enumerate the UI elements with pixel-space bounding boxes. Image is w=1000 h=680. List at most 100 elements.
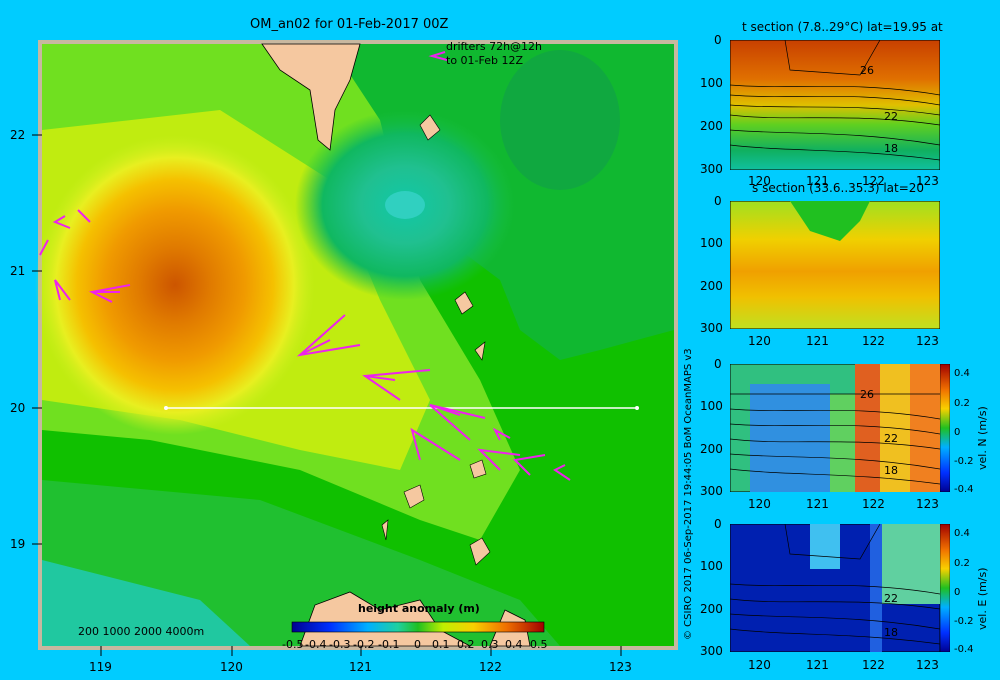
ve-x-121: 121 [806, 658, 829, 672]
cb-tick-2: -0.3 [329, 638, 351, 651]
cb-tick-5: 0 [414, 638, 421, 651]
ve-cb-0.2: 0.2 [954, 558, 970, 569]
s-x-122: 122 [862, 334, 885, 348]
vn-y-300: 300 [700, 484, 723, 498]
cb-tick-4: -0.1 [378, 638, 400, 651]
s-section-plot [730, 201, 940, 329]
map-y-tick-22: 22 [10, 128, 26, 142]
island-3 [474, 341, 486, 361]
cb-tick-10: 0.5 [530, 638, 548, 651]
vn-colorbar [940, 364, 950, 492]
cb-tick-6: 0.1 [432, 638, 450, 651]
vn-x-120: 120 [748, 497, 771, 511]
ve-section-plot [730, 524, 940, 652]
ve-contour-18: 18 [884, 626, 898, 639]
t-x-123: 123 [916, 174, 939, 188]
ve-y-300: 300 [700, 644, 723, 658]
teal-corner [42, 560, 250, 646]
vn-colorbar-label: vel. N (m/s) [976, 406, 989, 470]
island-7 [469, 537, 491, 566]
ve-cb-m0.4: -0.4 [954, 644, 974, 655]
map-x-tick-120: 120 [220, 660, 243, 674]
island-1 [419, 114, 441, 141]
map-x-tick-123: 123 [609, 660, 632, 674]
s-x-123: 123 [916, 334, 939, 348]
vn-section-plot [730, 364, 940, 492]
map-title: OM_an02 for 01-Feb-2017 00Z [250, 17, 449, 32]
map-x-tick-119: 119 [89, 660, 112, 674]
cb-tick-0: -0.5 [282, 638, 304, 651]
s-x-121: 121 [806, 334, 829, 348]
cb-tick-9: 0.4 [505, 638, 523, 651]
ve-x-122: 122 [862, 658, 885, 672]
drifter-note-2: to 01-Feb 12Z [446, 54, 524, 67]
ve-cb-m0.2: -0.2 [954, 616, 974, 627]
vn-y-200: 200 [700, 442, 723, 456]
map-plot [32, 40, 678, 656]
map-y-tick-20: 20 [10, 401, 26, 415]
map-y-tick-21: 21 [10, 264, 26, 278]
t-x-122: 122 [862, 174, 885, 188]
vn-x-122: 122 [862, 497, 885, 511]
vn-contour-26: 26 [860, 388, 874, 401]
s-x-120: 120 [748, 334, 771, 348]
t-x-121: 121 [806, 174, 829, 188]
t-contour-18: 18 [884, 142, 898, 155]
low-core [385, 191, 425, 219]
vn-cb-0.4: 0.4 [954, 368, 970, 379]
depth-legend: 200 1000 2000 4000m [78, 625, 205, 638]
section-end-marker [635, 406, 639, 410]
map-colorbar [291, 621, 545, 633]
green-low-2 [500, 50, 620, 190]
vn-y-100: 100 [700, 399, 723, 413]
ve-x-120: 120 [748, 658, 771, 672]
ve-colorbar-label: vel. E (m/s) [976, 567, 989, 630]
credit-text: © CSIRO 2017 06-Sep-2017 19:44:05 BoM Oc… [683, 348, 694, 640]
vn-y-0: 0 [714, 357, 722, 371]
island-4 [469, 459, 487, 479]
t-y-0: 0 [714, 33, 722, 47]
section-start-marker [164, 406, 168, 410]
s-y-100: 100 [700, 236, 723, 250]
map-x-tick-122: 122 [479, 660, 502, 674]
vn-cb-0.2: 0.2 [954, 398, 970, 409]
cb-tick-8: 0.3 [481, 638, 499, 651]
t-y-200: 200 [700, 119, 723, 133]
ve-y-200: 200 [700, 602, 723, 616]
island-2 [454, 291, 474, 315]
ve-cb-0.4: 0.4 [954, 528, 970, 539]
ve-contour-22: 22 [884, 592, 898, 605]
vn-contour-18: 18 [884, 464, 898, 477]
vn-cb-0: 0 [954, 427, 961, 438]
vn-x-123: 123 [916, 497, 939, 511]
s-y-300: 300 [700, 321, 723, 335]
colorbar-ticks: -0.5 -0.4 -0.3 -0.2 -0.1 0 0.1 0.2 0.3 0… [282, 638, 554, 652]
s-y-200: 200 [700, 279, 723, 293]
t-contour-26: 26 [860, 64, 874, 77]
vn-cb-m0.2: -0.2 [954, 456, 974, 467]
ve-x-123: 123 [916, 658, 939, 672]
t-contour-22: 22 [884, 110, 898, 123]
t-y-300: 300 [700, 162, 723, 176]
island-6 [381, 519, 389, 541]
land-north [261, 43, 361, 151]
t-y-100: 100 [700, 76, 723, 90]
drifter-tracks [39, 51, 571, 481]
ve-y-100: 100 [700, 559, 723, 573]
island-5 [403, 484, 425, 509]
land-south [299, 591, 471, 647]
map-y-tick-19: 19 [10, 537, 26, 551]
drifter-note-1: drifters 72h@12h [446, 40, 543, 53]
s-section-title: s section (33.6..35.3) lat=20 [752, 181, 925, 195]
cb-tick-1: -0.4 [305, 638, 327, 651]
t-x-120: 120 [748, 174, 771, 188]
t-section-plot [730, 40, 940, 170]
high-anomaly [35, 135, 315, 435]
colorbar-title: height anomaly (m) [358, 602, 480, 615]
vn-x-121: 121 [806, 497, 829, 511]
cb-tick-3: -0.2 [353, 638, 375, 651]
s-y-0: 0 [714, 194, 722, 208]
vn-cb-m0.4: -0.4 [954, 484, 974, 495]
ve-cb-0: 0 [954, 587, 961, 598]
vn-contour-22: 22 [884, 432, 898, 445]
